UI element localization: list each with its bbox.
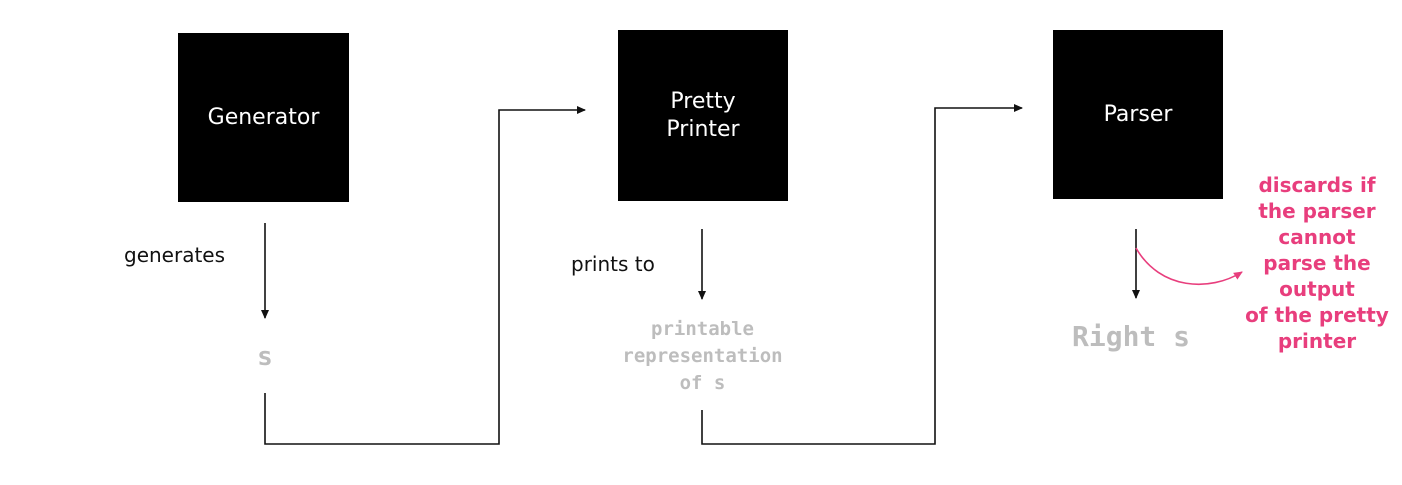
- value-s: s: [257, 342, 273, 372]
- printable-representation-value: printable representation of s: [622, 318, 783, 394]
- generates-label: generates: [124, 243, 226, 267]
- parser-box: Parser: [1053, 30, 1223, 199]
- printable-to-parser-connector: [701, 104, 1023, 445]
- pretty-printer-label: Pretty Printer: [666, 88, 740, 142]
- right-s-value: Right s: [1072, 320, 1191, 353]
- parser-label: Parser: [1103, 101, 1173, 127]
- discard-annotation: discards if the parser cannot parse the …: [1245, 173, 1389, 353]
- pretty-printer-box: Pretty Printer: [618, 30, 788, 201]
- s-to-pretty-printer-connector: [264, 106, 586, 445]
- prints-to-label: prints to: [571, 252, 655, 276]
- generator-box: Generator: [178, 33, 349, 202]
- generator-label: Generator: [207, 104, 320, 130]
- discard-curve-arrow: [1135, 247, 1243, 286]
